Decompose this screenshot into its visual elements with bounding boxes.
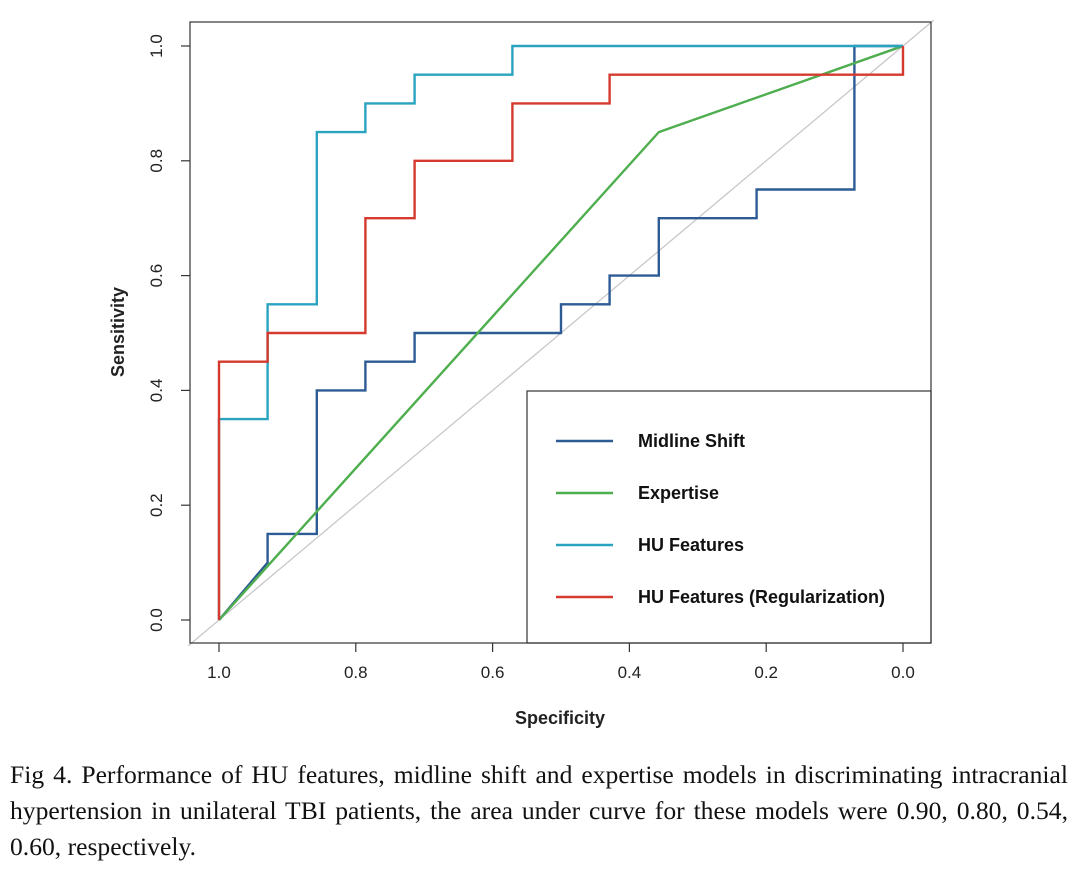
legend-box (526, 390, 932, 644)
plot-frame (189, 21, 932, 644)
legend-label-1: Expertise (638, 483, 719, 503)
series-layer (217, 44, 905, 621)
x-tick-label-4: 0.2 (754, 663, 778, 682)
legend-label-0: Midline Shift (638, 431, 745, 451)
figure-caption: Fig 4. Performance of HU features, midli… (10, 760, 1068, 861)
y-tick-label-1: 0.2 (147, 493, 166, 517)
x-axis: 1.0 0.8 0.6 0.4 0.2 0.0 (207, 643, 915, 682)
y-axis-title: Sensitivity (108, 287, 128, 377)
x-tick-label-5: 0.0 (891, 663, 915, 682)
x-tick-label-3: 0.4 (618, 663, 642, 682)
legend-label-2: HU Features (638, 535, 744, 555)
roc-chart: Midline Shift Expertise HU Features HU Feat… (108, 19, 935, 728)
y-tick-label-3: 0.6 (147, 264, 166, 288)
x-tick-label-1: 0.8 (344, 663, 368, 682)
x-tick-label-0: 1.0 (207, 663, 231, 682)
legend: Midline Shift Expertise HU Features HU Feat… (556, 431, 885, 607)
y-axis: 0.0 0.2 0.4 0.6 0.8 1.0 (147, 34, 190, 632)
x-tick-label-2: 0.6 (481, 663, 505, 682)
x-axis-title: Specificity (515, 708, 605, 728)
y-tick-label-2: 0.4 (147, 379, 166, 403)
series-line-3 (217, 46, 905, 620)
series-line-2 (217, 44, 903, 620)
y-tick-label-0: 0.0 (147, 608, 166, 632)
y-tick-label-5: 1.0 (147, 34, 166, 58)
y-tick-label-4: 0.8 (147, 149, 166, 173)
legend-label-3: HU Features (Regularization) (638, 587, 885, 607)
